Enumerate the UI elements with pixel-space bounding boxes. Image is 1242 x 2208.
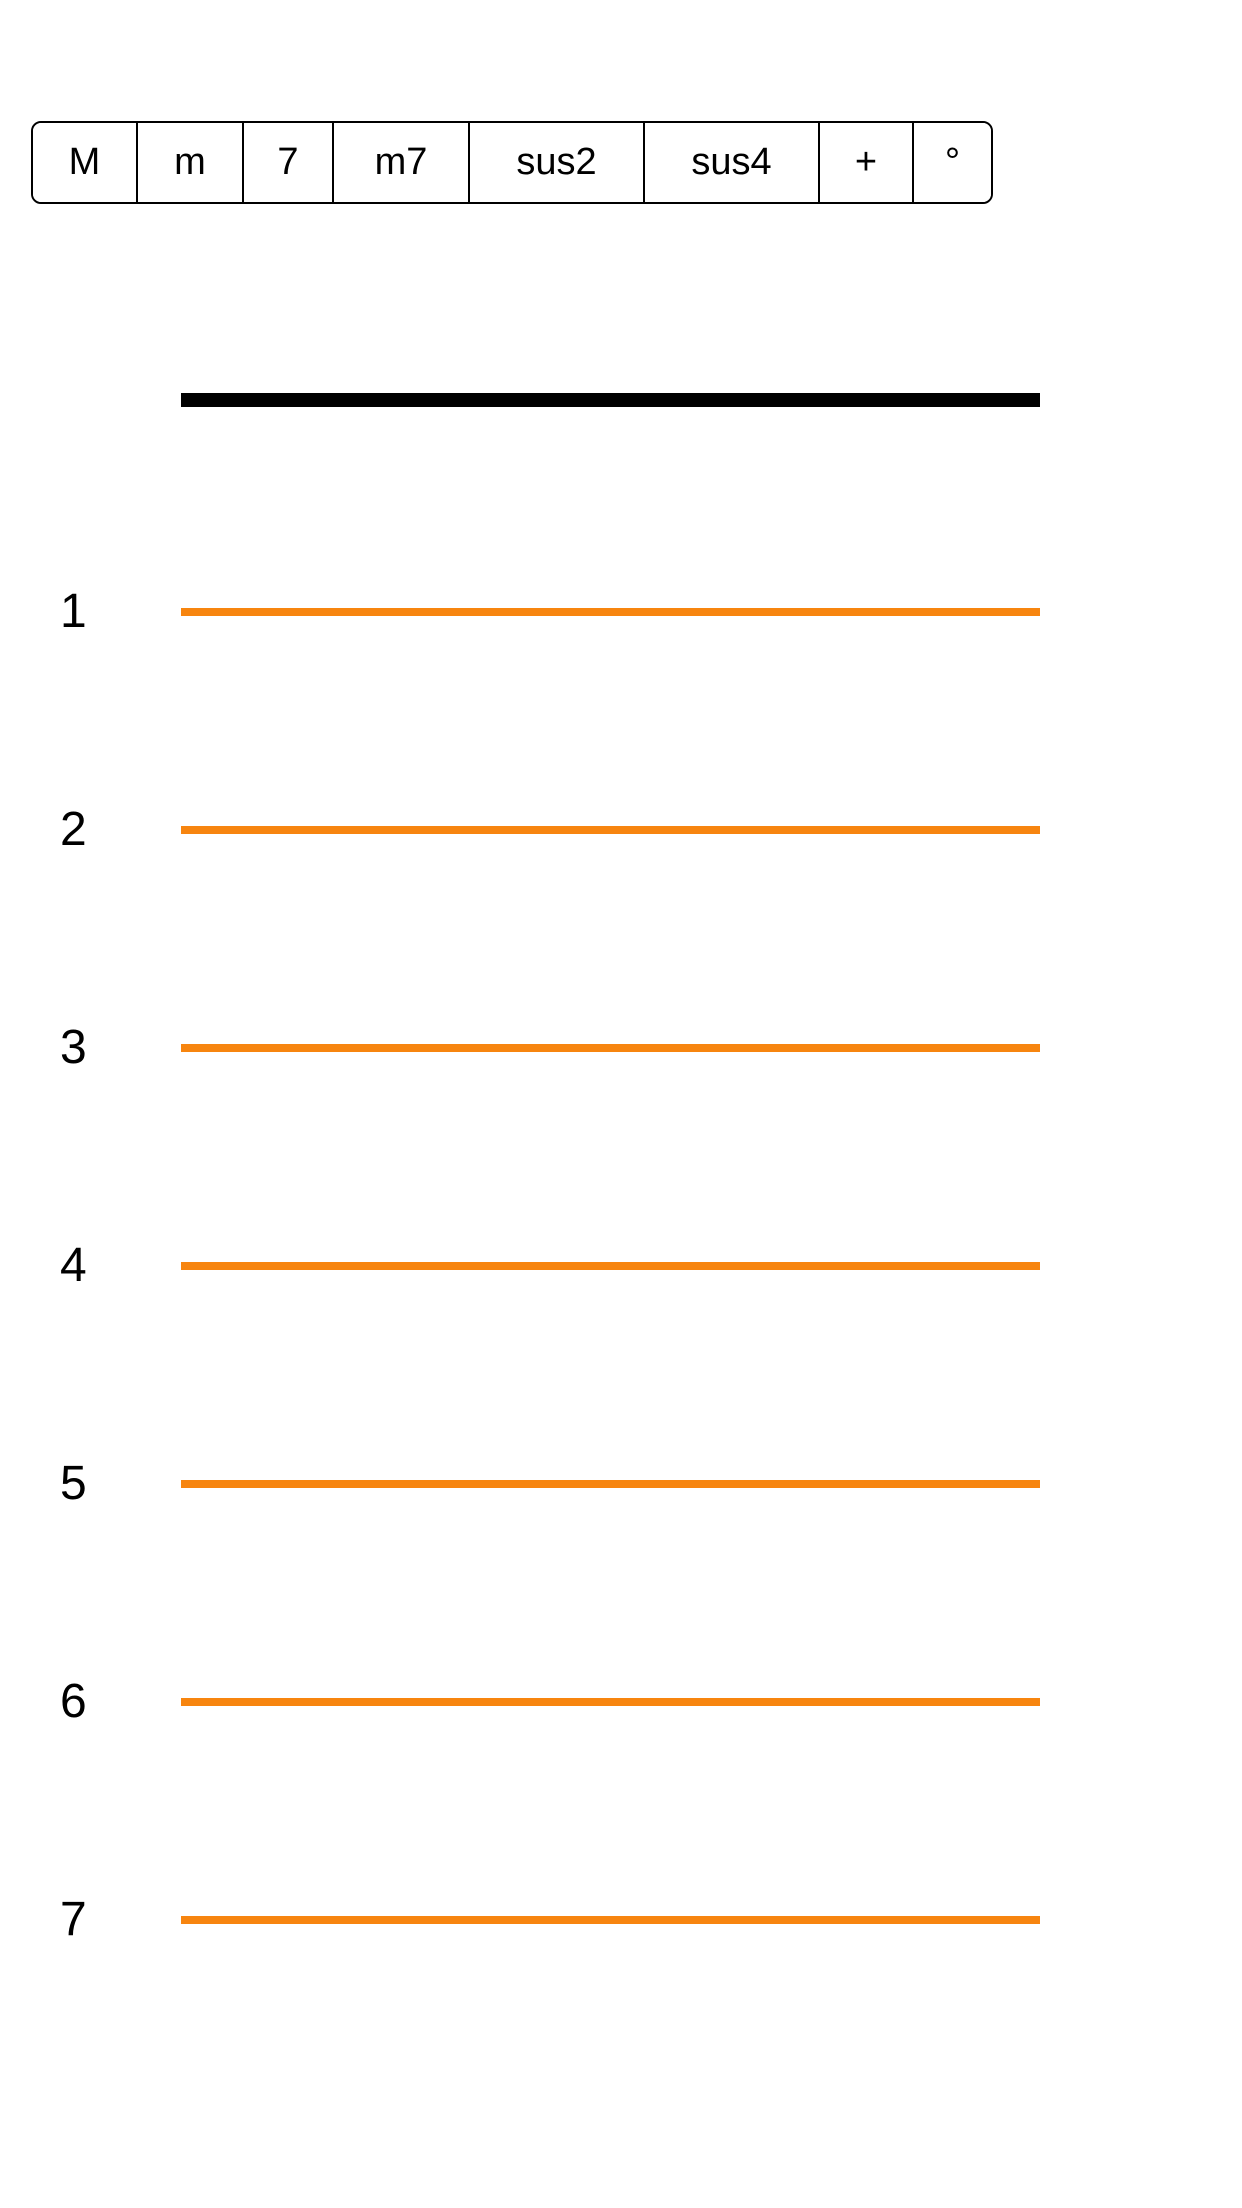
- quality-minor-seventh-button[interactable]: m7: [332, 123, 468, 202]
- fret-line: [181, 1916, 1040, 1924]
- quality-augmented-button[interactable]: +: [818, 123, 912, 202]
- fret-row: 6: [0, 1672, 1242, 1732]
- quality-seventh-button[interactable]: 7: [242, 123, 332, 202]
- fret-number-label: 4: [60, 1236, 87, 1296]
- quality-diminished-button[interactable]: °: [912, 123, 991, 202]
- quality-minor-button[interactable]: m: [136, 123, 242, 202]
- chord-quality-selector: M m 7 m7 sus2 sus4 + °: [31, 121, 993, 204]
- fret-row: 1: [0, 582, 1242, 642]
- fret-line: [181, 826, 1040, 834]
- fret-line: [181, 1698, 1040, 1706]
- fret-number-label: 2: [60, 800, 87, 860]
- fret-row: 3: [0, 1018, 1242, 1078]
- fret-line: [181, 1262, 1040, 1270]
- fret-number-label: 5: [60, 1454, 87, 1514]
- fret-line: [181, 1480, 1040, 1488]
- fretboard-nut: [181, 393, 1040, 407]
- fret-row: 5: [0, 1454, 1242, 1514]
- fret-row: 4: [0, 1236, 1242, 1296]
- fret-row: 2: [0, 800, 1242, 860]
- fret-number-label: 6: [60, 1672, 87, 1732]
- quality-major-button[interactable]: M: [33, 123, 136, 202]
- quality-sus4-button[interactable]: sus4: [643, 123, 818, 202]
- fret-row: 7: [0, 1890, 1242, 1950]
- fret-line: [181, 608, 1040, 616]
- fret-line: [181, 1044, 1040, 1052]
- quality-sus2-button[interactable]: sus2: [468, 123, 643, 202]
- fret-number-label: 1: [60, 582, 87, 642]
- fret-number-label: 7: [60, 1890, 87, 1950]
- fret-number-label: 3: [60, 1018, 87, 1078]
